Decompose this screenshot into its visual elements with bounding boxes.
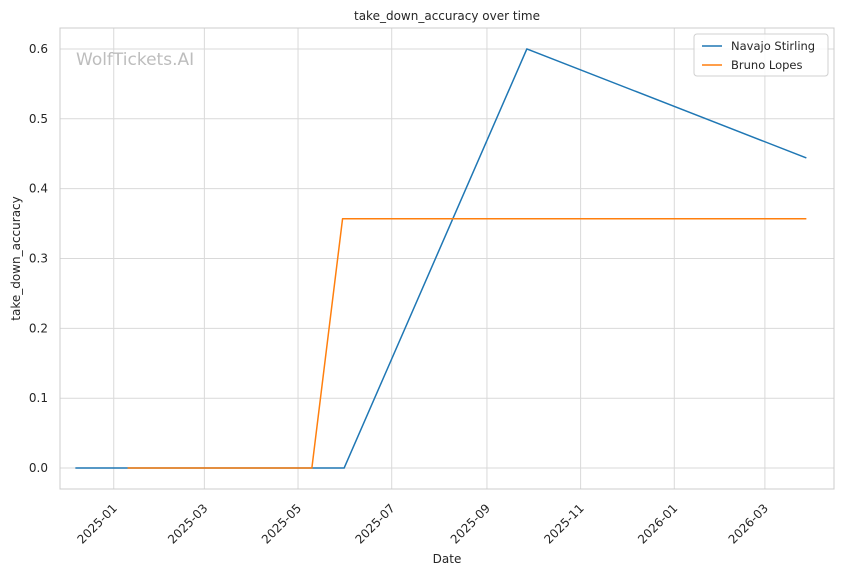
- legend-box: [693, 33, 829, 77]
- series-lines: [75, 48, 807, 469]
- y-tick-label: 0.3: [29, 252, 48, 266]
- legend-label-2: Bruno Lopes: [731, 58, 803, 72]
- y-tick-label: 0.2: [29, 321, 48, 335]
- y-tick-label: 0.6: [29, 42, 48, 56]
- y-axis-title: take_down_accuracy: [9, 196, 23, 320]
- chart-title: take_down_accuracy over time: [354, 9, 540, 23]
- y-tick-label: 0.5: [29, 112, 48, 126]
- plot-area-frame: [59, 27, 835, 490]
- y-tick-label: 0.1: [29, 391, 48, 405]
- legend: Navajo Stirling Bruno Lopes: [693, 33, 829, 77]
- y-tick-label: 0.4: [29, 182, 48, 196]
- y-axis-ticks: 0.0 0.1 0.2 0.3 0.4 0.5 0.6: [29, 42, 48, 475]
- legend-label-1: Navajo Stirling: [731, 39, 815, 53]
- watermark: WolfTickets.AI: [76, 50, 194, 70]
- x-axis-title: Date: [433, 552, 462, 566]
- y-tick-label: 0.0: [29, 461, 48, 475]
- series-line-2: [127, 217, 807, 469]
